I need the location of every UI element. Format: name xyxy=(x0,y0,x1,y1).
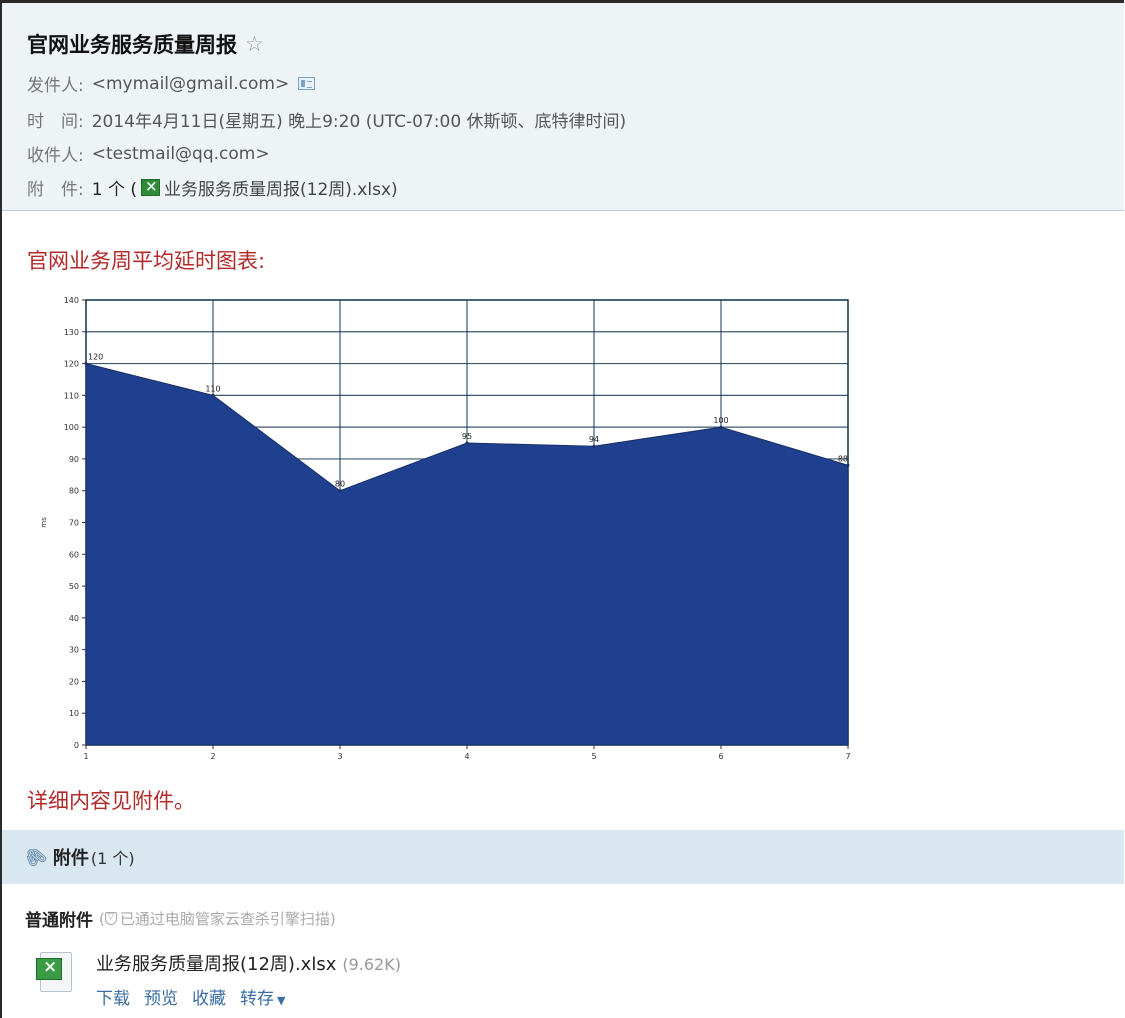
save-to-dropdown[interactable]: 转存 ▼ xyxy=(240,984,285,1009)
y-tick-label: 50 xyxy=(69,582,79,591)
from-address[interactable]: <mymail@gmail.com> xyxy=(91,73,290,94)
y-tick-label: 100 xyxy=(64,423,79,432)
y-tick-label: 0 xyxy=(74,741,79,750)
attachment-actions: 下载 预览 收藏 转存 ▼ xyxy=(96,984,401,1009)
data-label: 100 xyxy=(713,416,728,425)
from-label: 发件人: xyxy=(27,76,84,96)
x-tick-label: 6 xyxy=(718,752,723,761)
subject-row: 官网业务服务质量周报 ☆ xyxy=(27,29,264,59)
latency-chart: 0 10 20 30 40 50 60 70 80 90 100 110 120 130 140 1 2 3 4 5 6… xyxy=(28,292,868,770)
attachment-bar-count: (1 个) xyxy=(90,849,135,868)
x-tick-label: 1 xyxy=(83,752,88,761)
attachment-bar-title: 附件 xyxy=(52,848,89,869)
shield-icon: ▽ xyxy=(104,912,117,925)
excel-file-icon xyxy=(141,177,160,196)
area-series xyxy=(85,362,849,746)
data-label: 94 xyxy=(589,435,599,444)
y-tick-label: 20 xyxy=(69,677,79,686)
attachment-item: 业务服务质量周报(12周).xlsx (9.62K) 下载 预览 收藏 转存▼ xyxy=(36,950,401,1009)
data-point xyxy=(211,393,215,397)
x-tick-label: 7 xyxy=(845,752,850,761)
attachment-link[interactable]: 业务服务质量周报(12周).xlsx) xyxy=(141,175,398,200)
scan-note: ( ▽ 已通过电脑管家云查杀引擎扫描) xyxy=(99,908,336,929)
body-note: 详细内容见附件。 xyxy=(27,789,195,813)
chevron-down-icon: ▼ xyxy=(277,994,286,1007)
data-label: 80 xyxy=(335,480,345,489)
save-to-label: 转存 xyxy=(240,989,274,1009)
y-tick-label: 40 xyxy=(69,614,79,623)
time-label: 时 间: xyxy=(27,112,84,132)
y-tick-label: 140 xyxy=(64,296,79,305)
normal-attachments-row: 普通附件 ( ▽ 已通过电脑管家云查杀引擎扫描) xyxy=(25,906,336,932)
time-value: 2014年4月11日(星期五) 晚上9:20 (UTC-07:00 休斯顿、底特… xyxy=(91,112,627,132)
data-label: 110 xyxy=(205,384,220,393)
chart-heading: 官网业务周平均延时图表: xyxy=(27,249,266,273)
contact-card-icon[interactable] xyxy=(298,77,316,90)
time-row: 时 间: 2014年4月11日(星期五) 晚上9:20 (UTC-07:00 休… xyxy=(27,107,626,132)
paperclip-icon: 🖇 xyxy=(20,841,51,873)
y-tick-label: 30 xyxy=(69,646,79,655)
y-tick-label: 80 xyxy=(69,487,79,496)
y-tick-label: 60 xyxy=(69,550,79,559)
attachment-link-name: 业务服务质量周报(12周).xlsx) xyxy=(164,180,398,200)
collect-link[interactable]: 收藏 xyxy=(192,989,226,1009)
mail-header: 官网业务服务质量周报 ☆ 发件人: <mymail@gmail.com> 时 间… xyxy=(2,3,1124,211)
preview-link[interactable]: 预览 xyxy=(144,989,178,1009)
download-link[interactable]: 下载 xyxy=(96,989,130,1009)
attachment-row: 附 件: 1 个 ( 业务服务质量周报(12周).xlsx) xyxy=(27,175,398,200)
attachment-label: 附 件: xyxy=(27,180,84,200)
to-row: 收件人: <testmail@qq.com> xyxy=(27,141,270,167)
y-tick-label: 10 xyxy=(69,709,79,718)
scan-note-text: 已通过电脑管家云查杀引擎扫描) xyxy=(119,910,336,928)
chart-svg: 0 10 20 30 40 50 60 70 80 90 100 110 120 130 140 1 2 3 4 5 6… xyxy=(40,296,851,761)
file-size: (9.62K) xyxy=(342,955,401,974)
y-tick-label: 110 xyxy=(64,391,79,400)
data-label: 120 xyxy=(88,353,103,362)
y-axis-label: ms xyxy=(40,517,48,528)
file-name-line: 业务服务质量周报(12周).xlsx (9.62K) xyxy=(96,950,401,976)
mail-subject: 官网业务服务质量周报 xyxy=(27,33,237,57)
data-label: 95 xyxy=(462,432,472,441)
to-address[interactable]: <testmail@qq.com> xyxy=(91,143,270,164)
x-tick-label: 5 xyxy=(591,752,596,761)
data-point xyxy=(719,425,723,429)
attachment-count: 1 个 ( xyxy=(91,180,137,200)
y-tick-label: 130 xyxy=(64,328,79,337)
normal-attachments-label: 普通附件 xyxy=(25,911,93,931)
data-label: 88 xyxy=(838,454,848,463)
y-tick-label: 70 xyxy=(69,519,79,528)
x-tick-label: 3 xyxy=(337,752,342,761)
star-icon[interactable]: ☆ xyxy=(245,31,264,56)
x-tick-label: 2 xyxy=(210,752,215,761)
data-point xyxy=(846,463,850,467)
excel-file-icon-large[interactable] xyxy=(36,950,74,996)
y-tick-label: 120 xyxy=(64,360,79,369)
attachment-bar: 🖇 附件 (1 个) xyxy=(2,830,1124,884)
data-point xyxy=(338,489,342,493)
data-point xyxy=(84,362,88,366)
x-tick-label: 4 xyxy=(464,752,469,761)
scan-note-prefix: ( xyxy=(99,909,105,928)
y-tick-label: 90 xyxy=(69,455,79,464)
from-row: 发件人: <mymail@gmail.com> xyxy=(27,71,316,96)
data-point xyxy=(465,441,469,445)
to-label: 收件人: xyxy=(27,146,84,166)
data-point xyxy=(592,444,596,448)
file-name[interactable]: 业务服务质量周报(12周).xlsx xyxy=(96,954,337,975)
attachment-item-details: 业务服务质量周报(12周).xlsx (9.62K) 下载 预览 收藏 转存 ▼ xyxy=(96,950,401,1009)
